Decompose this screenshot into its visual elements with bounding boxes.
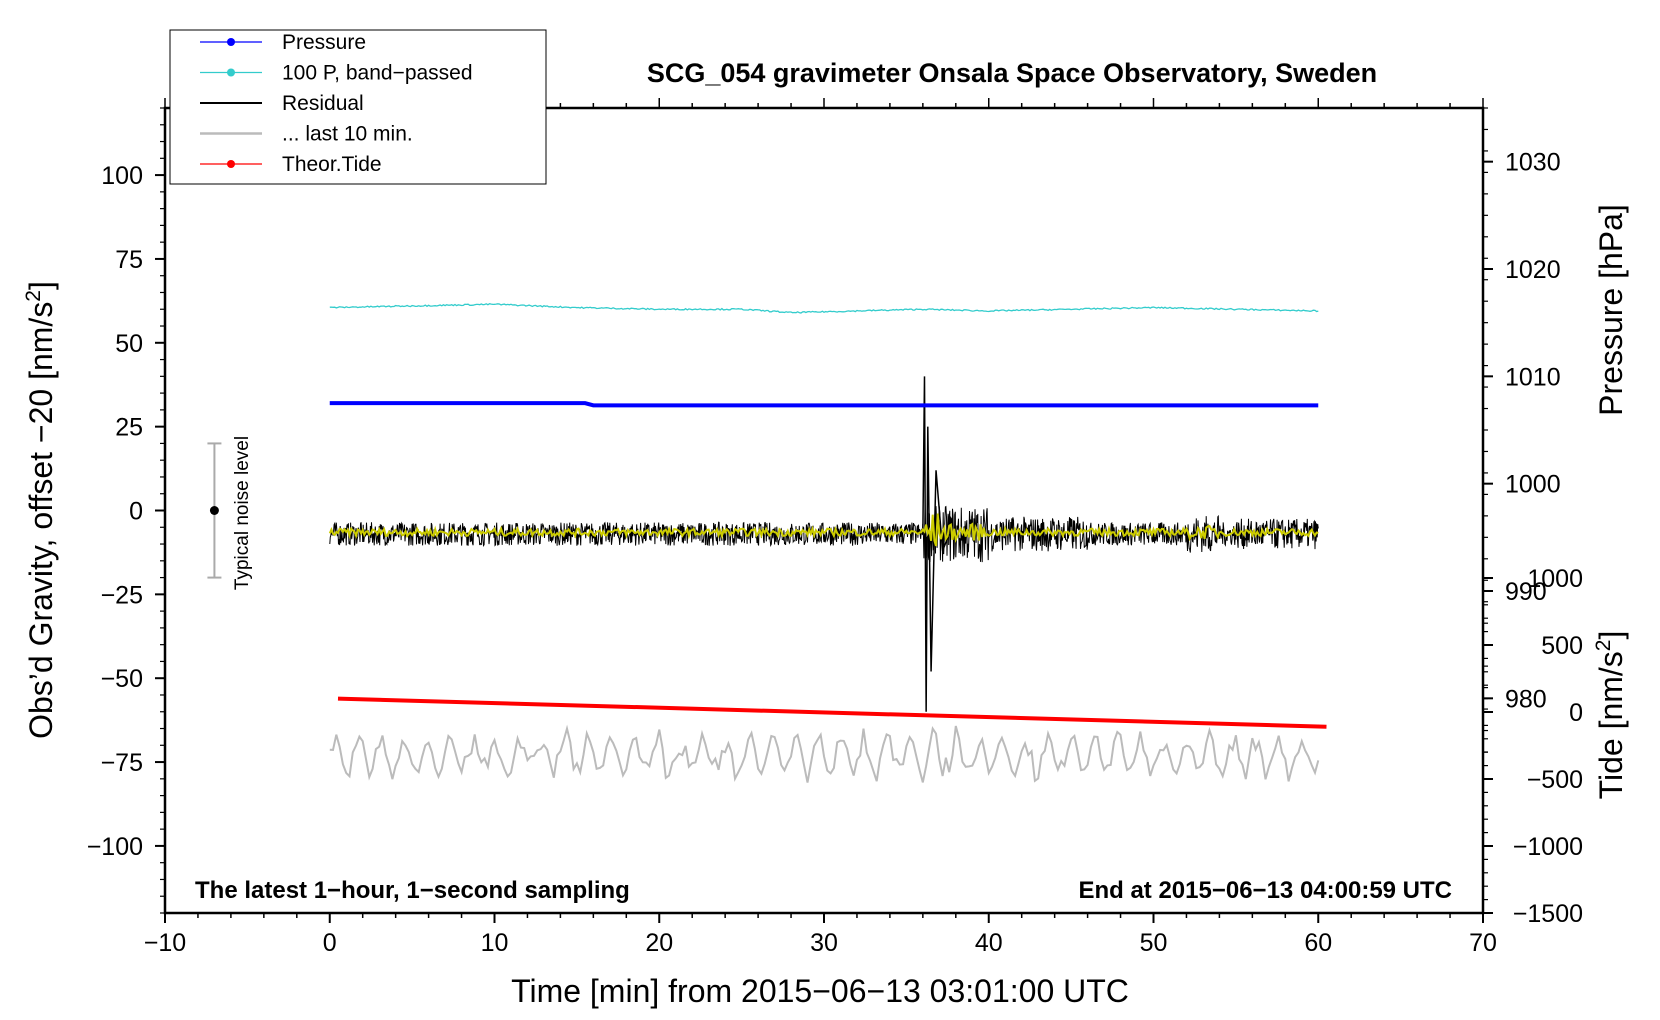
y-tick-label: 75	[115, 246, 143, 274]
legend-label: 100 P, band−passed	[282, 62, 473, 85]
legend-marker	[227, 68, 235, 77]
x-axis-title: Time [min] from 2015−06−13 03:01:00 UTC	[511, 973, 1129, 1009]
y-tick-label: −75	[101, 749, 143, 777]
noise-center-dot	[209, 506, 219, 515]
plot-frame	[163, 106, 1485, 915]
y-axis-title-left: Obs’d Gravity, offset −20 [nm/s2]	[22, 281, 59, 739]
x-tick-label: 10	[481, 929, 509, 957]
legend-box	[169, 29, 547, 185]
pressure-tick-label: 980	[1505, 685, 1547, 713]
annotation-bottom-left: The latest 1−hour, 1−second sampling	[195, 877, 630, 904]
y-tick-label: −25	[101, 581, 143, 609]
series-theor-tide	[337, 696, 1327, 729]
y-axis-title-pressure: Pressure [hPa]	[1593, 204, 1629, 416]
tide-tick-label: −500	[1527, 766, 1583, 794]
legend-marker	[227, 38, 235, 46]
series-residual	[329, 505, 1319, 563]
legend-label: Theor.Tide	[282, 153, 382, 176]
x-tick-label: −10	[144, 929, 186, 957]
series-residual-smoothed	[328, 513, 1319, 547]
noise-indicator	[207, 442, 222, 579]
pressure-tick-label: 990	[1505, 578, 1547, 606]
legend-label: Residual	[282, 92, 364, 115]
noise-label: Typical noise level	[232, 436, 253, 590]
pressure-tick-label: 1020	[1505, 256, 1561, 284]
y-tick-label: −100	[87, 833, 143, 861]
y-axis-ticks: 100 75 50 25 0 −25 −50 −75 −100	[87, 107, 165, 914]
y-tick-label: 100	[101, 162, 143, 190]
x-tick-label: 0	[323, 929, 337, 957]
legend-marker	[227, 160, 235, 168]
y-tick-label: 50	[115, 330, 143, 358]
series-band-passed	[329, 303, 1319, 314]
tide-axis-ticks: 1000 500 0 −500 −1000 −1500	[1483, 565, 1583, 928]
pressure-axis-ticks: 980 990 1000 1010 1020 1030	[1483, 107, 1561, 753]
y-tick-label: 0	[129, 498, 143, 526]
chart-title: SCG_054 gravimeter Onsala Space Observat…	[647, 58, 1377, 88]
x-tick-label: 40	[975, 929, 1003, 957]
pressure-tick-label: 1030	[1505, 149, 1561, 177]
x-tick-label: 30	[810, 929, 838, 957]
legend-label: ... last 10 min.	[282, 123, 413, 146]
legend-label: Pressure	[282, 31, 366, 54]
x-tick-label: 60	[1304, 929, 1332, 957]
tide-tick-label: 0	[1569, 699, 1583, 727]
series-pressure	[329, 401, 1319, 408]
x-tick-label: 20	[645, 929, 673, 957]
tide-tick-label: −1000	[1513, 833, 1583, 861]
series-layer	[328, 303, 1327, 783]
x-tick-label: 50	[1140, 929, 1168, 957]
tide-tick-label: 1000	[1527, 565, 1583, 593]
x-axis-ticks: −10 0 10 20 30 40 50 60 70	[144, 98, 1497, 957]
pressure-tick-label: 1010	[1505, 363, 1561, 391]
y-axis-title-tide: Tide [nm/s2]	[1592, 631, 1629, 800]
tide-tick-label: 500	[1541, 632, 1583, 660]
tide-tick-label: −1500	[1513, 900, 1583, 928]
x-tick-label: 70	[1469, 929, 1497, 957]
pressure-tick-label: 1000	[1505, 471, 1561, 499]
y-tick-label: 25	[115, 414, 143, 442]
series-last-10-min	[329, 724, 1320, 783]
annotation-bottom-right: End at 2015−06−13 04:00:59 UTC	[1078, 877, 1452, 904]
y-tick-label: −50	[101, 665, 143, 693]
legend: Pressure 100 P, band−passed Residual ... la…	[169, 29, 547, 185]
